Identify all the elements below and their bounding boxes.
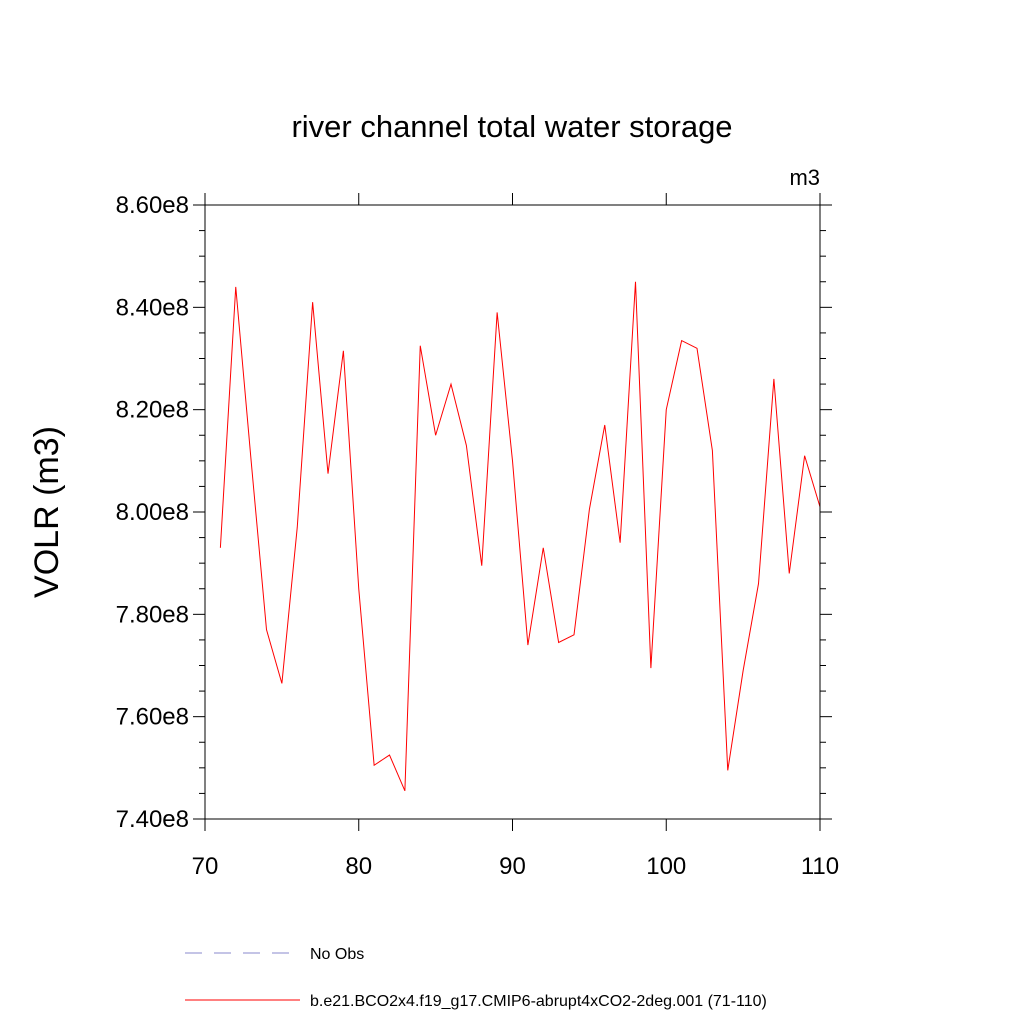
x-tick-label: 90 — [499, 853, 526, 880]
x-tick-label: 110 — [801, 853, 839, 880]
y-tick-label: 8.60e8 — [116, 192, 189, 219]
y-tick-label: 7.40e8 — [116, 806, 189, 833]
y-tick-label: 8.20e8 — [116, 397, 189, 424]
y-tick-labels: 7.40e8 7.60e8 7.80e8 8.00e8 8.20e8 8.40e8 8.60… — [116, 192, 189, 833]
x-tick-label: 80 — [345, 853, 372, 880]
legend-label-model: b.e21.BCO2x4.f19_g17.CMIP6-abrupt4xCO2-2… — [310, 993, 767, 1010]
series-lines — [219, 281, 821, 792]
x-tick-label: 100 — [646, 853, 686, 880]
major-ticks — [193, 193, 832, 831]
unit-label: m3 — [789, 165, 820, 190]
y-tick-label: 7.80e8 — [116, 601, 189, 628]
y-tick-label: 7.60e8 — [116, 704, 189, 731]
legend: No Obs b.e21.BCO2x4.f19_g17.CMIP6-abrupt… — [185, 946, 767, 1010]
plot-frame — [204, 204, 821, 820]
series-line — [219, 281, 821, 792]
y-tick-label: 8.40e8 — [116, 294, 189, 321]
legend-label-no-obs: No Obs — [310, 946, 364, 963]
chart-title: river channel total water storage — [291, 109, 732, 144]
y-tick-label: 8.00e8 — [116, 499, 189, 526]
x-tick-labels: 70 80 90 100 110 — [192, 853, 839, 880]
minor-ticks — [199, 230, 826, 794]
x-tick-label: 70 — [192, 853, 219, 880]
y-axis-label: VOLR (m3) — [28, 426, 66, 598]
